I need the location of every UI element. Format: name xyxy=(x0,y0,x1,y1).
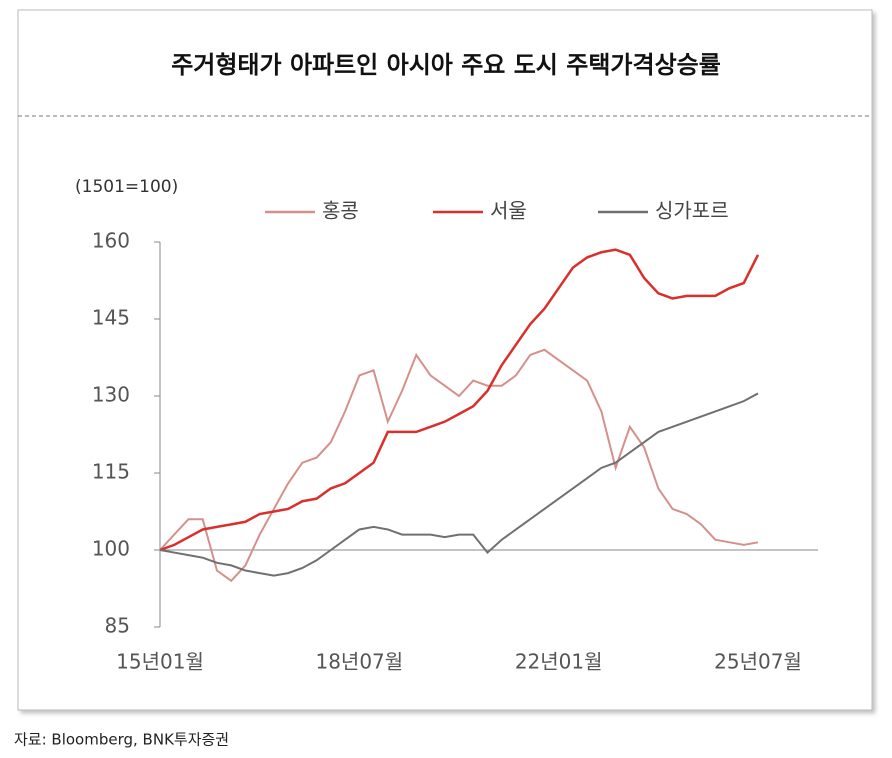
legend-label: 서울 xyxy=(490,199,527,223)
legend-label: 싱가포르 xyxy=(655,199,729,223)
frame xyxy=(17,9,873,711)
x-tick-label: 25년07월 xyxy=(714,650,802,674)
y-tick-label: 100 xyxy=(92,537,130,561)
chart-title: 주거형태가 아파트인 아시아 주요 도시 주택가격상승률 xyxy=(171,51,721,79)
x-tick-label: 22년01월 xyxy=(515,650,603,674)
series-line xyxy=(159,248,760,552)
y-tick-label: 115 xyxy=(92,460,130,484)
source: 자료: Bloomberg, BNK투자증권 xyxy=(14,731,229,749)
x-tick-label: 18년07월 xyxy=(315,650,403,674)
x-tick-label: 15년01월 xyxy=(116,650,204,674)
unit-label: (1501=100) xyxy=(75,177,178,197)
y-tick-label: 160 xyxy=(92,229,130,253)
y-tick-label: 85 xyxy=(105,614,130,638)
y-tick-label: 130 xyxy=(92,383,130,407)
legend-label: 홍콩 xyxy=(322,199,359,223)
series-line xyxy=(159,392,759,577)
series-line xyxy=(159,348,759,583)
y-tick-label: 145 xyxy=(92,306,130,330)
